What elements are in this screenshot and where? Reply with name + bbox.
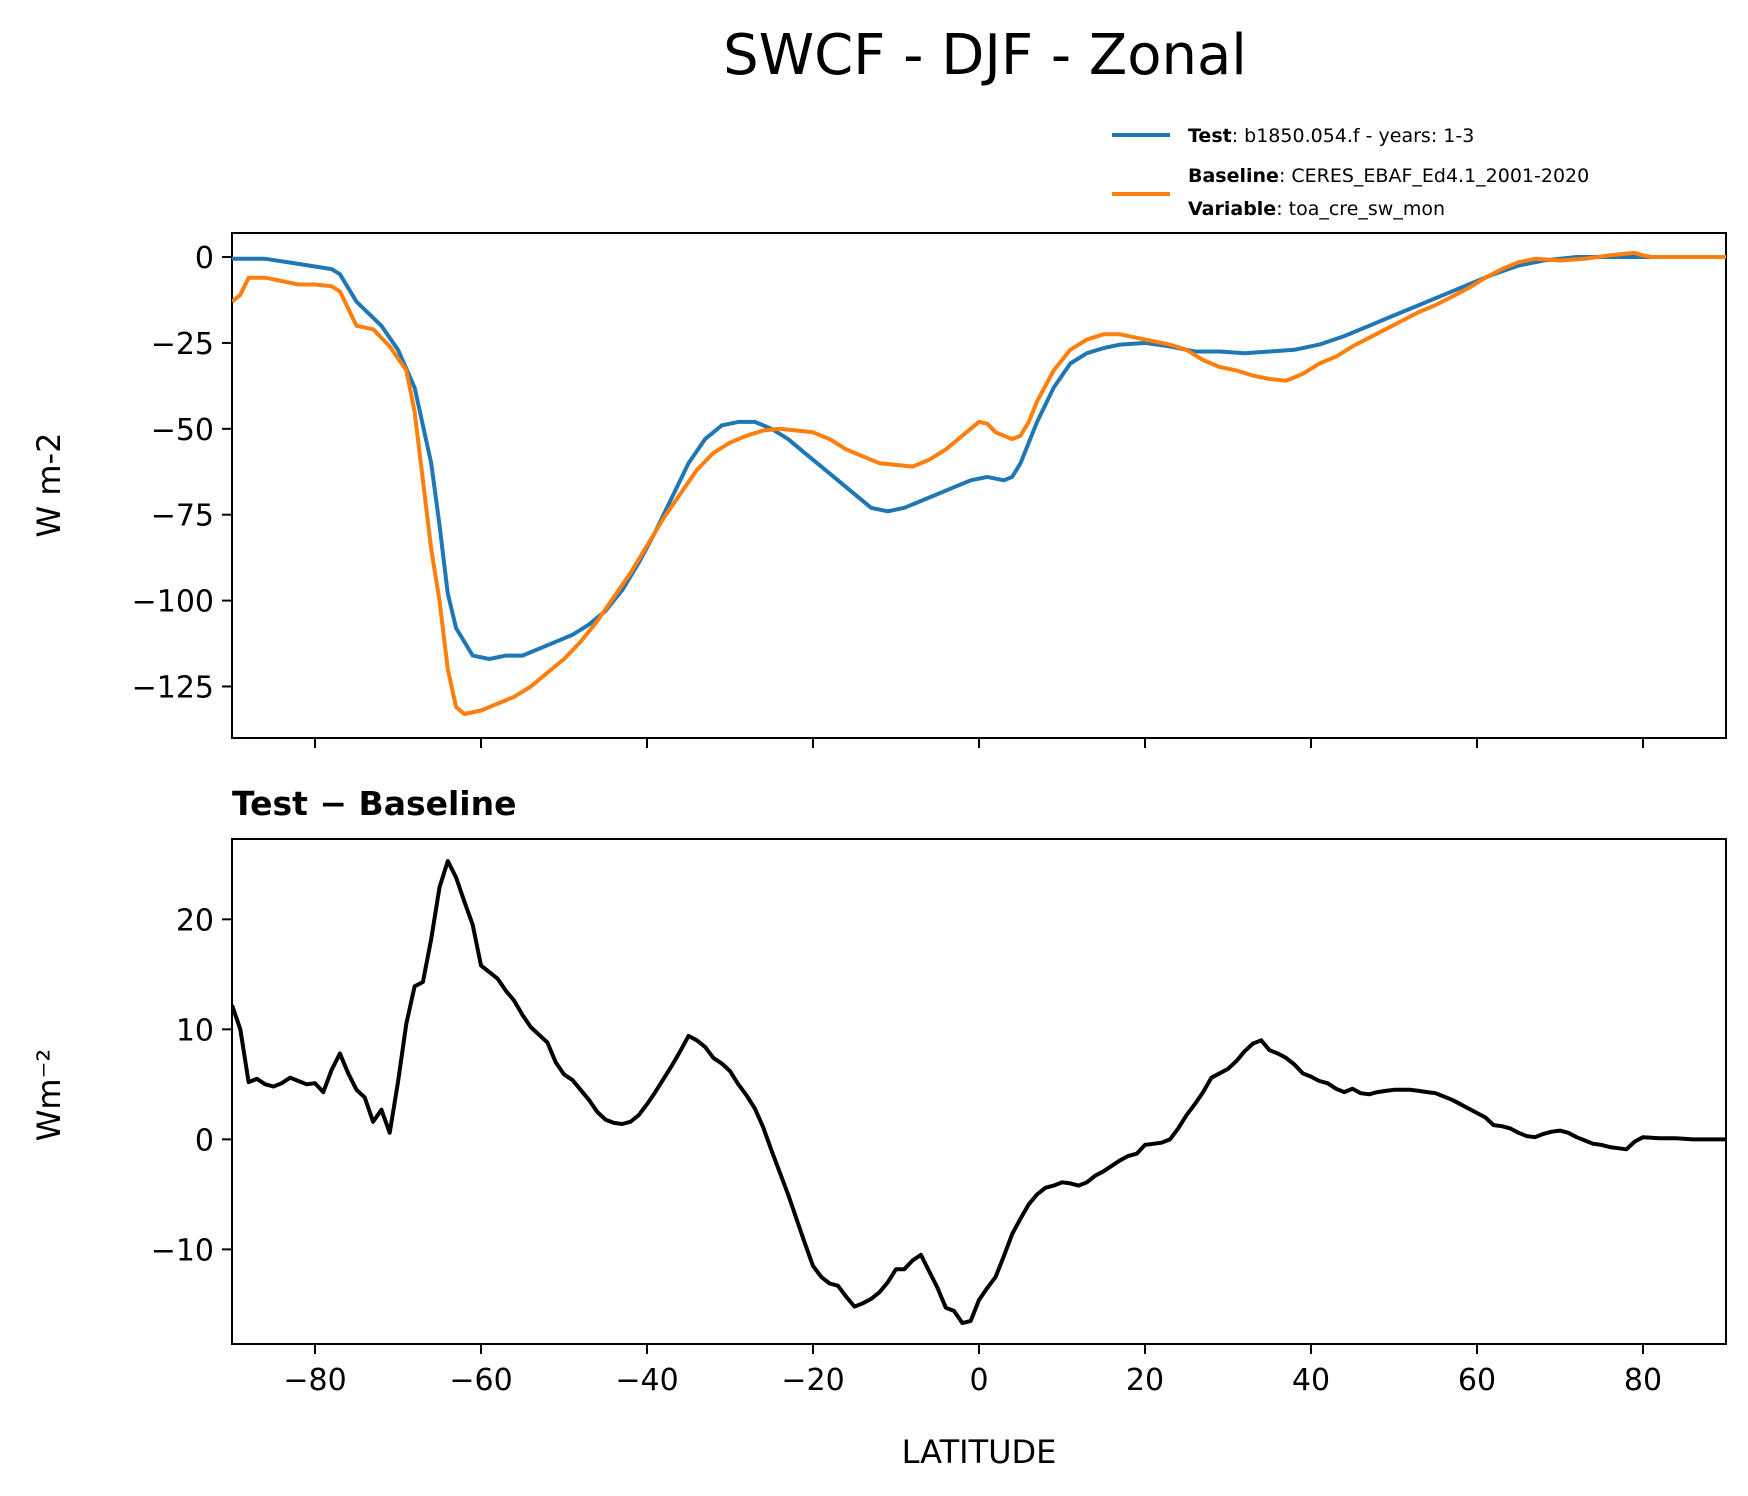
bottom-ticks-group: −80 −60 −40 −20 0 20 40 60 80 20 10 0 −10 <box>151 903 1662 1398</box>
bottom-xtick-label: 80 <box>1624 1363 1662 1398</box>
top-ytick-label: −100 <box>132 585 214 620</box>
bottom-panel: Test − Baseline −80 −60 −40 −20 0 20 40 60 80 20 1… <box>30 784 1727 1471</box>
bottom-xtick-label: 20 <box>1126 1363 1164 1398</box>
svg-text:Baseline: CERES_EBAF_Ed4.1_200: Baseline: CERES_EBAF_Ed4.1_2001-2020 <box>1188 165 1589 187</box>
bottom-xtick-label: 40 <box>1292 1363 1330 1398</box>
top-panel: 0 −25 −50 −75 −100 −125 W m-2 <box>30 232 1727 748</box>
top-ytick-label: 0 <box>195 241 214 276</box>
bottom-xtick-label: −60 <box>449 1363 512 1398</box>
bottom-series-group <box>232 859 1726 1326</box>
legend-variable-value: : toa_cre_sw_mon <box>1276 198 1445 220</box>
top-series-line-test <box>232 255 1726 661</box>
top-ytick-label: −50 <box>151 413 214 448</box>
svg-text:Variable: toa_cre_sw_mon: Variable: toa_cre_sw_mon <box>1188 198 1445 220</box>
legend-test-value: : b1850.054.f - years: 1-3 <box>1232 125 1475 147</box>
bottom-ylabel: Wm⁻² <box>30 1049 68 1142</box>
bottom-series-line-test-baseline <box>232 859 1726 1326</box>
bottom-xtick-label: −40 <box>615 1363 678 1398</box>
top-series-group <box>232 250 1726 716</box>
bottom-xtick-label: −80 <box>283 1363 346 1398</box>
bottom-xtick-label: 0 <box>969 1363 988 1398</box>
bottom-ytick-label: 0 <box>195 1123 214 1158</box>
legend-baseline-key: Baseline <box>1188 165 1279 187</box>
bottom-xlabel: LATITUDE <box>902 1433 1057 1471</box>
top-ytick-label: −75 <box>151 499 214 534</box>
legend-variable-key: Variable <box>1188 198 1276 220</box>
legend-test-key: Test <box>1188 125 1232 147</box>
bottom-ytick-label: 10 <box>176 1013 214 1048</box>
bottom-ytick-label: −10 <box>151 1233 214 1268</box>
top-ticks-group: 0 −25 −50 −75 −100 −125 <box>132 241 1644 748</box>
top-series-line-baseline <box>232 250 1726 716</box>
top-ytick-label: −25 <box>151 327 214 362</box>
top-ylabel: W m-2 <box>30 433 68 538</box>
figure-title: SWCF - DJF - Zonal <box>723 23 1247 88</box>
legend: Test: b1850.054.f - years: 1-3 Baseline:… <box>1112 125 1589 220</box>
bottom-xtick-label: 60 <box>1458 1363 1496 1398</box>
top-ytick-label: −125 <box>132 670 214 705</box>
svg-text:Test: b1850.054.f - years: 1-3: Test: b1850.054.f - years: 1-3 <box>1188 125 1474 147</box>
legend-baseline-value: : CERES_EBAF_Ed4.1_2001-2020 <box>1279 165 1589 187</box>
bottom-ytick-label: 20 <box>176 903 214 938</box>
bottom-panel-title: Test − Baseline <box>232 784 517 823</box>
bottom-xtick-label: −20 <box>781 1363 844 1398</box>
